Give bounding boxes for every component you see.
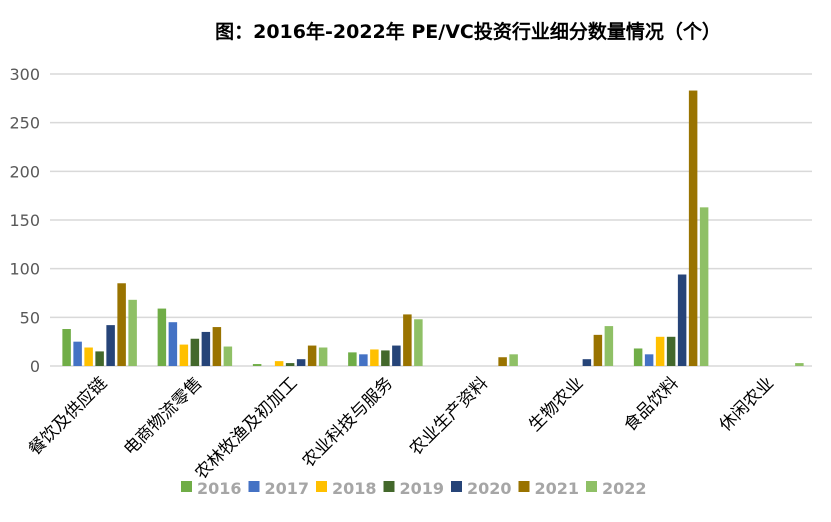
y-tick-label: 0 [30,357,40,376]
bars [62,90,804,367]
x-tick-label: 餐饮及供应链 [25,373,111,459]
legend: 2016 2017 2018 2019 2020 2021 2022 [181,479,647,498]
y-tick-label: 150 [9,211,40,230]
bar-2022-4 [509,354,518,366]
bar-2022-3 [414,319,423,366]
bar-2017-6 [644,354,654,366]
legend-label: 2022 [602,479,647,498]
bar-2020-1 [201,331,211,366]
legend-label: 2016 [197,479,242,498]
bar-2018-3 [370,349,379,366]
bar-2021-5 [593,334,603,366]
y-tick-label: 200 [9,162,40,181]
legend-swatch-2022 [586,481,597,492]
legend-swatch-2020 [451,481,462,492]
x-tick-label: 农业科技与服务 [299,373,397,471]
bar-2018-1 [179,344,189,366]
bar-2016-3 [348,352,357,366]
x-tick-label: 农业生产资料 [406,373,492,459]
x-tick-label: 电商物流零售 [120,373,206,459]
bar-2018-2 [274,361,284,366]
grid [50,73,812,367]
bar-2017-1 [168,322,178,366]
y-tick-label: 250 [9,114,40,133]
chart-title: 图：2016年-2022年 PE/VC投资行业细分数量情况（个） [215,20,721,43]
bar-2022-1 [223,346,233,366]
bar-2016-6 [633,348,643,366]
y-tick-label: 300 [9,65,40,84]
bar-2020-0 [106,325,115,366]
bar-2022-7 [795,363,804,366]
bar-2018-0 [84,347,93,366]
legend-label: 2020 [467,479,512,498]
bar-2021-0 [117,283,126,366]
bar-2021-4 [498,357,507,366]
bar-2019-6 [666,336,676,366]
bar-2021-1 [212,327,222,366]
legend-label: 2017 [265,479,310,498]
bar-2016-0 [62,329,71,366]
bar-2019-0 [95,351,104,366]
bar-2021-6 [688,90,698,367]
x-tick-label: 食品饮料 [620,373,682,435]
bar-2022-2 [318,347,328,366]
x-tick-label: 农林牧渔及初加工 [191,373,301,483]
x-tick-label: 生物农业 [525,373,587,435]
y-tick-label: 50 [20,308,40,327]
bar-2017-0 [73,341,82,366]
y-tick-label: 100 [9,260,40,279]
legend-swatch-2016 [181,481,192,492]
legend-swatch-2018 [316,481,327,492]
legend-swatch-2021 [518,481,530,492]
bar-2017-3 [359,354,368,366]
legend-label: 2019 [400,479,445,498]
legend-swatch-2019 [383,481,395,492]
bar-2016-1 [157,308,167,366]
bar-2020-2 [296,359,306,366]
bar-2019-3 [381,350,390,366]
bar-2016-2 [252,364,262,366]
bar-2021-2 [307,345,317,366]
bar-2020-5 [582,359,592,366]
bar-2022-0 [128,299,137,366]
bar-2022-6 [699,207,709,366]
bar-2019-1 [190,338,200,366]
legend-label: 2018 [332,479,377,498]
bar-2021-3 [403,314,412,366]
bar-2018-6 [655,336,665,366]
bar-2019-2 [285,363,295,366]
legend-swatch-2017 [248,481,260,492]
bar-2022-5 [604,326,614,366]
bar-2020-6 [677,274,687,366]
x-tick-label: 休闲农业 [716,373,778,435]
bar-2020-3 [392,345,401,366]
legend-label: 2021 [535,479,580,498]
y-axis-ticks: 0 50 100 150 200 250 300 [9,65,40,376]
